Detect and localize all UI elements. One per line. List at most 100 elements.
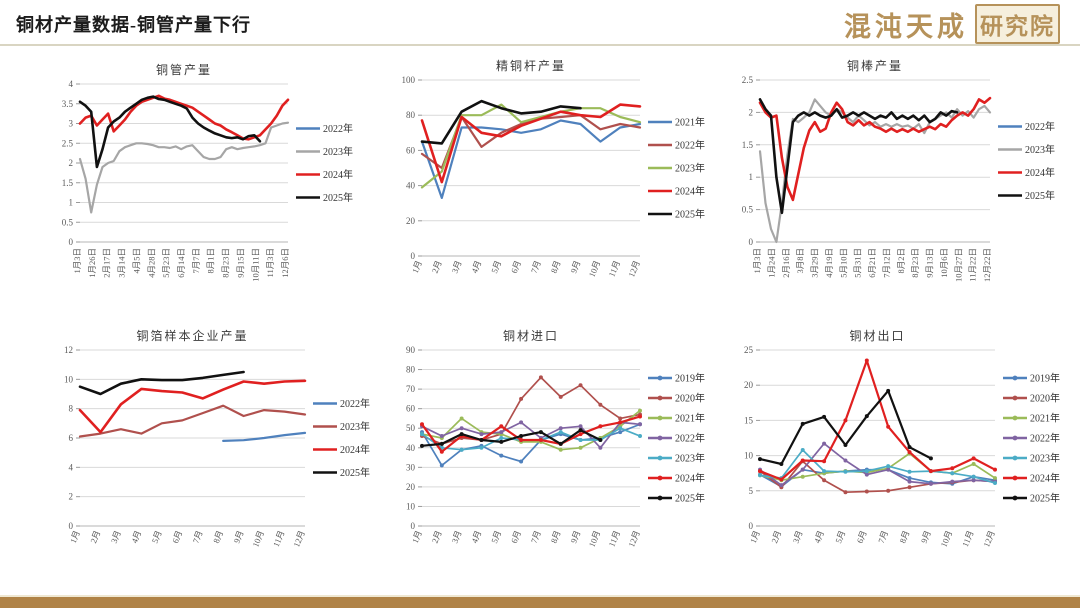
series-marker — [479, 437, 484, 442]
legend-item-label: 2023年 — [675, 162, 705, 175]
series-marker — [843, 418, 848, 423]
chart-canvas-import: 0 10 20 30 40 50 60 70 80 90 1月 2月 3月 4月 5月 6月 7月 8月 9月 10月… — [406, 328, 705, 549]
x-tick-label: 1月 — [748, 529, 762, 545]
x-tick-label: 1月3日 — [72, 248, 82, 274]
y-tick-label: 20 — [406, 482, 416, 492]
series-marker — [928, 456, 933, 461]
chart-canvas-rod: 0 20 40 60 80 100 1月 2月 3月 4月 5月 6月 7月 8月 9月 10月 11月 12月 精… — [402, 58, 706, 279]
x-tick-label: 2月 — [769, 529, 783, 545]
x-tick-label: 2月 — [430, 529, 444, 545]
legend-item-label: 2025年 — [340, 466, 370, 479]
series-marker — [800, 447, 805, 452]
chart-copper-bar-production: 0 0.5 1 1.5 2 2.5 1月3日 1月24日 2月16日 3月8日 3月29日 4月19日… — [730, 56, 1072, 298]
x-tick-label: 10月6日 — [939, 248, 949, 278]
y-tick-label: 0.5 — [742, 205, 754, 215]
y-tick-label: 90 — [406, 345, 416, 355]
series-marker — [864, 489, 869, 494]
y-tick-label: 20 — [744, 380, 754, 390]
x-tick-label: 12月22日 — [982, 248, 992, 282]
x-tick-label: 11月 — [607, 529, 623, 548]
series-marker — [618, 426, 623, 431]
y-tick-label: 2 — [69, 492, 74, 502]
x-tick-label: 6月21日 — [867, 248, 877, 278]
y-tick-label: 4 — [69, 79, 74, 89]
series-line-2025年 — [78, 370, 245, 396]
x-tick-label: 8月23日 — [221, 248, 231, 278]
x-tick-label: 10月 — [587, 259, 603, 279]
x-tick-label: 8月23日 — [910, 248, 920, 278]
series-line-2021年 — [421, 409, 641, 451]
x-tick-label: 2月 — [430, 259, 444, 275]
y-tick-label: 60 — [406, 145, 416, 155]
y-tick-label: 6 — [69, 433, 74, 443]
series-marker — [864, 414, 869, 419]
series-marker — [822, 441, 827, 446]
series-marker — [886, 464, 891, 469]
x-tick-label: 4月 — [469, 529, 483, 545]
series-marker — [907, 469, 912, 474]
series-line-2023年 — [420, 103, 642, 189]
x-tick-label: 4月19日 — [824, 248, 834, 278]
series-marker — [459, 426, 464, 431]
series-marker — [598, 445, 603, 450]
y-tick-label: 70 — [406, 384, 416, 394]
series-marker — [864, 472, 869, 477]
y-tick-label: 8 — [69, 404, 74, 414]
legend-item-label: 2025年 — [1025, 189, 1055, 202]
y-tick-label: 2 — [69, 158, 74, 168]
x-tick-label: 8月 — [897, 529, 911, 545]
series-marker — [519, 437, 524, 442]
series-marker — [864, 469, 869, 474]
series-marker — [538, 430, 543, 435]
x-tick-label: 9月 — [231, 529, 245, 545]
legend-item-label: 2025年 — [675, 208, 705, 221]
series-marker — [779, 462, 784, 467]
chart-canvas-foil: 0 2 4 6 8 10 12 1月 2月 3月 4月 5月 6月 7月 8月 9月 10月 11月 12月 铜箔样本… — [64, 328, 370, 549]
legend-swatch-marker — [657, 475, 663, 481]
legend-item-label: 2023年 — [1025, 143, 1055, 156]
legend-swatch-marker — [657, 455, 663, 461]
series-marker — [886, 388, 891, 393]
series-line-2023年 — [758, 98, 992, 244]
series-line-2023年 — [759, 449, 996, 484]
series-marker — [519, 420, 524, 425]
legend-item-label: 2024年 — [323, 168, 353, 181]
series-marker — [538, 437, 543, 442]
series-marker — [993, 481, 997, 486]
legend-item-label: 2022年 — [1025, 120, 1055, 133]
x-tick-label: 11月 — [607, 259, 623, 278]
x-tick-label: 9月13日 — [925, 248, 935, 278]
x-tick-label: 8月 — [549, 529, 563, 545]
x-tick-label: 3月 — [109, 529, 123, 545]
legend-swatch-marker — [657, 375, 663, 381]
x-tick-label: 12月 — [626, 529, 642, 549]
x-tick-label: 9月 — [568, 529, 582, 545]
x-tick-label: 10月27日 — [953, 248, 963, 282]
logo-badge: 研究院 — [975, 4, 1060, 44]
series-marker — [638, 414, 642, 419]
x-tick-label: 9月15日 — [235, 248, 245, 278]
legend-item-label: 2024年 — [1025, 166, 1055, 179]
x-tick-label: 11月22日 — [968, 248, 978, 282]
header: 铜材产量数据-铜管产量下行 混沌天成 研究院 — [0, 0, 1080, 46]
chart-title: 铜材进口 — [503, 328, 559, 343]
x-tick-label: 7月 — [191, 529, 205, 545]
y-tick-label: 0 — [69, 237, 74, 247]
x-tick-label: 3月 — [449, 529, 463, 545]
x-tick-label: 12月 — [626, 259, 642, 279]
series-marker — [907, 445, 912, 450]
series-marker — [578, 383, 583, 388]
series-line-2025年 — [758, 98, 959, 215]
y-tick-label: 10 — [406, 501, 416, 511]
series-marker — [779, 483, 784, 488]
legend-item-label: 2021年 — [1030, 412, 1060, 425]
series-marker — [618, 416, 623, 421]
legend-swatch-marker — [657, 395, 663, 401]
series-marker — [578, 432, 583, 437]
x-tick-label: 5月 — [489, 529, 503, 545]
x-tick-label: 7月 — [529, 529, 543, 545]
legend-item-label: 2025年 — [1030, 492, 1060, 505]
y-tick-label: 15 — [744, 415, 754, 425]
series-marker — [459, 416, 464, 421]
series-line-2024年 — [78, 94, 290, 141]
